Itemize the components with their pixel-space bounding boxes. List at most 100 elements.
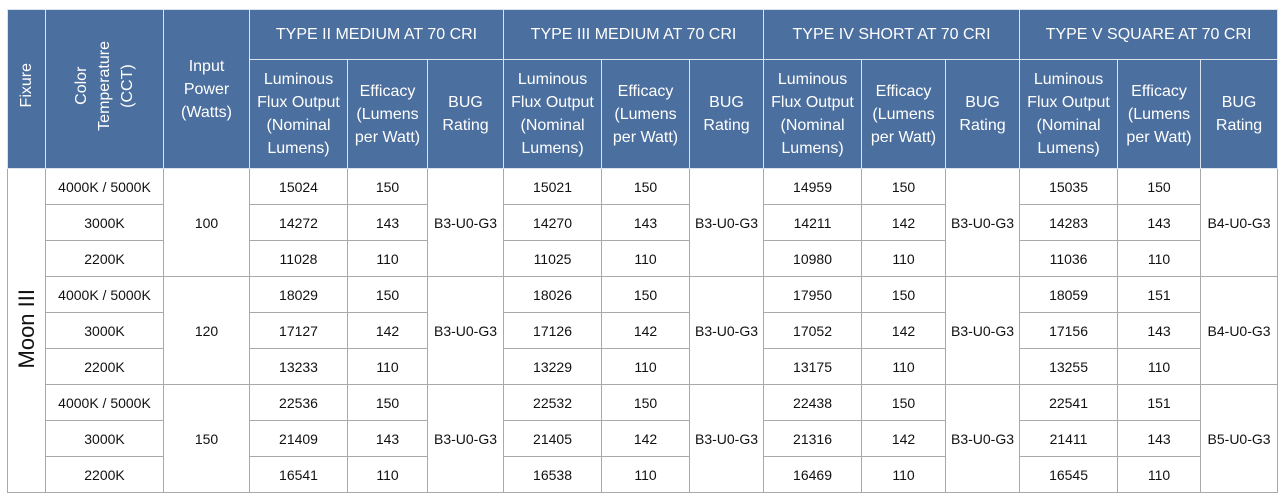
- lumens-header-line: Flux Output: [1027, 94, 1110, 111]
- efficacy-cell: 142: [601, 420, 691, 457]
- efficacy-cell: 110: [601, 240, 691, 277]
- table-row: 2200K 11028 110 11025 110 10980 110 11036 110: [8, 240, 1278, 277]
- bug-rating-header: BUG Rating: [689, 59, 765, 169]
- lumens-header-line: Lumens): [1037, 140, 1100, 157]
- cct-cell: 2200K: [45, 348, 164, 385]
- efficacy-header-line: Efficacy: [359, 82, 416, 100]
- efficacy-cell: 110: [601, 456, 691, 493]
- efficacy-header: Efficacy (Lumens per Watt): [1117, 59, 1202, 169]
- lumens-cell: 21405: [503, 420, 603, 457]
- lumens-cell: 17156: [1019, 312, 1119, 349]
- lumens-header-line: (Nominal: [1036, 117, 1101, 134]
- fixture-name: Moon III: [13, 289, 39, 369]
- efficacy-cell: 150: [861, 276, 947, 313]
- input-power-cell: 120: [163, 276, 250, 385]
- type-iii-header: TYPE III MEDIUM AT 70 CRI: [503, 9, 765, 60]
- lumens-cell: 18029: [249, 276, 348, 313]
- input-power-header: Input Power (Watts): [163, 9, 250, 169]
- efficacy-cell: 150: [861, 168, 947, 205]
- type-v-header: TYPE V SQUARE AT 70 CRI: [1019, 9, 1279, 60]
- lumens-cell: 22438: [763, 384, 863, 421]
- bug-header-line: BUG: [448, 94, 483, 111]
- bug-rating-cell: B3-U0-G3: [945, 276, 1021, 385]
- lumens-header-line: (Nominal: [520, 117, 585, 134]
- luminous-flux-header: Luminous Flux Output (Nominal Lumens): [1019, 59, 1119, 169]
- bug-rating-cell: B3-U0-G3: [426, 384, 505, 493]
- lumens-cell: 22536: [249, 384, 348, 421]
- bug-rating-header: BUG Rating: [1200, 59, 1279, 169]
- efficacy-header-line: per Watt): [612, 128, 679, 146]
- table-row: 3000K 21409 143 21405 142 21316 142 21411 143: [8, 420, 1278, 457]
- bug-header-line: Rating: [442, 117, 489, 134]
- efficacy-cell: 150: [861, 384, 947, 421]
- cct-header-line: Temperature: [96, 40, 113, 131]
- lumens-cell: 21411: [1019, 420, 1119, 457]
- cct-cell: 4000K / 5000K: [45, 276, 164, 313]
- type-ii-header: TYPE II MEDIUM AT 70 CRI: [248, 9, 505, 60]
- lumens-cell: 17127: [249, 312, 348, 349]
- lumens-header-line: Luminous: [1033, 71, 1104, 88]
- lumens-cell: 16545: [1019, 456, 1119, 493]
- bug-rating-cell: B3-U0-G3: [689, 276, 765, 385]
- efficacy-cell: 150: [347, 168, 428, 205]
- bug-rating-header: BUG Rating: [426, 59, 505, 169]
- bug-rating-cell: B5-U0-G3: [1200, 384, 1279, 493]
- lumens-cell: 14272: [249, 204, 348, 241]
- lumens-cell: 22532: [503, 384, 603, 421]
- bug-rating-cell: B3-U0-G3: [945, 168, 1021, 277]
- luminous-flux-header: Luminous Flux Output (Nominal Lumens): [503, 59, 603, 169]
- table-row: 3000K 17127 142 17126 142 17052 142 17156 143: [8, 312, 1278, 349]
- spec-table-container: Fixure Color Temperature (CCT) Input Pow…: [7, 9, 1279, 493]
- lumens-header-line: Flux Output: [771, 94, 854, 111]
- lumens-cell: 11025: [503, 240, 603, 277]
- efficacy-cell: 110: [861, 456, 947, 493]
- efficacy-header: Efficacy (Lumens per Watt): [601, 59, 691, 169]
- efficacy-cell: 110: [1117, 240, 1202, 277]
- luminous-flux-header: Luminous Flux Output (Nominal Lumens): [763, 59, 863, 169]
- bug-header-line: BUG: [709, 94, 744, 111]
- power-header-line: Power: [183, 80, 230, 98]
- lumens-cell: 14211: [763, 204, 863, 241]
- bug-rating-cell: B3-U0-G3: [426, 168, 505, 277]
- bug-header-line: BUG: [1221, 94, 1257, 111]
- efficacy-cell: 110: [347, 240, 428, 277]
- efficacy-cell: 143: [1117, 312, 1202, 349]
- efficacy-cell: 143: [601, 204, 691, 241]
- efficacy-cell: 150: [601, 276, 691, 313]
- luminous-flux-header: Luminous Flux Output (Nominal Lumens): [249, 59, 348, 169]
- lumens-cell: 16541: [249, 456, 348, 493]
- lumens-cell: 21409: [249, 420, 348, 457]
- bug-rating-cell: B4-U0-G3: [1200, 168, 1279, 277]
- efficacy-cell: 150: [601, 168, 691, 205]
- efficacy-cell: 142: [347, 312, 428, 349]
- lumens-cell: 15021: [503, 168, 603, 205]
- efficacy-cell: 110: [1117, 456, 1202, 493]
- lumens-cell: 13233: [249, 348, 348, 385]
- power-header-line: Input: [188, 57, 225, 75]
- lumens-cell: 17950: [763, 276, 863, 313]
- efficacy-header-line: per Watt): [870, 128, 937, 146]
- lumens-header-line: Flux Output: [257, 94, 340, 111]
- lumens-cell: 15024: [249, 168, 348, 205]
- table-row: 2200K 13233 110 13229 110 13175 110 13255 110: [8, 348, 1278, 385]
- lumens-cell: 18059: [1019, 276, 1119, 313]
- lumens-header-line: (Nominal: [780, 117, 845, 134]
- efficacy-header-line: (Lumens: [356, 105, 419, 123]
- lumens-cell: 15035: [1019, 168, 1119, 205]
- efficacy-cell: 143: [1117, 420, 1202, 457]
- lumens-header-line: (Nominal: [266, 117, 331, 134]
- lumens-cell: 17052: [763, 312, 863, 349]
- cct-header-line: Color: [73, 66, 90, 105]
- efficacy-cell: 150: [1117, 168, 1202, 205]
- lumens-cell: 13229: [503, 348, 603, 385]
- fixure-header: Fixure: [7, 9, 46, 169]
- bug-header-line: Rating: [703, 117, 750, 134]
- lumens-header-line: Flux Output: [511, 94, 594, 111]
- cct-cell: 3000K: [45, 312, 164, 349]
- efficacy-cell: 150: [347, 276, 428, 313]
- efficacy-header-line: (Lumens: [1127, 105, 1191, 123]
- lumens-cell: 22541: [1019, 384, 1119, 421]
- input-power-cell: 100: [163, 168, 250, 277]
- bug-header-line: Rating: [959, 117, 1006, 134]
- bug-rating-cell: B3-U0-G3: [426, 276, 505, 385]
